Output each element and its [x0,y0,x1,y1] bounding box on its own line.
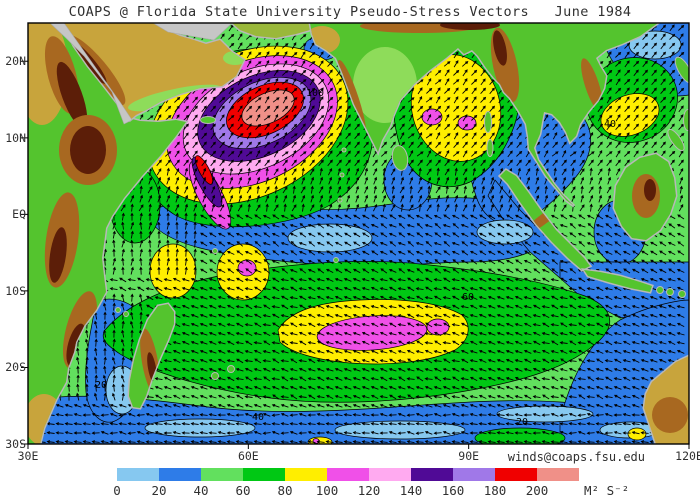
chart-title: COAPS @ Florida State University Pseudo-… [68,4,632,20]
plot-border [27,22,690,445]
contour-value-label: 20 [516,417,528,428]
equatorial-lightblue-west [287,223,373,253]
seychelles [212,248,218,254]
colorbar-segment [285,468,327,481]
contour-value-label: 40 [252,412,264,423]
sri-lanka [391,145,409,171]
ethiopian-highlands-core [70,126,106,174]
lon-tick-label: 60E [237,449,259,463]
colorbar-tick-label: 0 [113,483,121,498]
colorbar-tick-label: 200 [525,483,549,498]
contour-value-label: 20 [95,380,107,391]
colorbar-segment [453,468,495,481]
south-green-patch [474,427,566,444]
colorbar-tick-label: 160 [441,483,465,498]
contour-value-label: 60 [462,292,474,303]
colorbar-segment [495,468,537,481]
sumbawa-island [678,290,686,298]
maldives-1 [339,172,345,178]
colorbar-tick-label: 40 [193,483,209,498]
contour-value-label: 40 [604,119,616,130]
colorbar-segment [369,468,411,481]
java [580,268,654,294]
yellow-spot-se [627,427,647,441]
southern-lightblue-1 [144,418,256,438]
colorbar-tick-label: 140 [399,483,423,498]
lat-tick-label: 20N [5,54,26,69]
nicobar-islands [486,139,494,157]
lat-tick-label: 10S [5,283,26,298]
colorbar-tick-label: 180 [483,483,507,498]
southern-lightblue-2 [334,420,466,440]
lombok-island [666,288,674,296]
borneo-highlands-dark [644,179,656,201]
map-frame [21,22,690,449]
philippines-fragment [683,109,689,131]
burma-range-dark [493,30,507,66]
borneo-topography [632,174,660,218]
comoros-2 [123,311,129,317]
colorbar-segment [411,468,453,481]
laccadives [341,147,347,153]
palawan [667,128,685,152]
reunion [211,372,219,380]
colorbar-segment [159,468,201,481]
maldives-2 [337,197,343,203]
mauritius [227,365,235,373]
himalaya-dark [440,23,500,30]
colorbar-tick-label: 120 [357,483,381,498]
red-sea-mask [49,23,133,125]
axis-ticks [21,60,690,449]
credit-email: winds@coaps.fsu.edu [507,450,645,464]
comoros-1 [115,307,121,313]
southern-lightblue-3 [496,405,594,423]
lon-tick-label: 30E [17,449,39,463]
lon-tick-label: 120E [675,449,700,463]
colorbar-segment [327,468,369,481]
persian-gulf-mask [152,23,233,41]
andaman-islands [484,111,492,133]
rift-highlands-core [49,227,67,283]
bali-island [656,286,664,294]
chagos [333,257,339,263]
colorbar-tick-label: 100 [315,483,339,498]
colorbar-tick-label: 60 [235,483,251,498]
lat-tick-label: 20S [5,360,26,375]
colorbar-tick-label: 80 [277,483,293,498]
equatorial-lightblue-east [476,219,534,245]
annamite-range [581,58,603,112]
colorbar-segment [117,468,159,481]
himalaya-brown [360,23,480,33]
lon-tick-label: 90E [458,449,480,463]
australia-interior [652,397,688,433]
lat-tick-label: 30S [5,437,26,451]
colorbar-units: M² S⁻² [584,483,630,498]
contour-value-label: 100 [306,88,324,99]
colorbar-segment [201,468,243,481]
socotra [200,116,216,124]
colorbar [117,468,579,481]
redsea-hills-dark [56,61,88,129]
colorbar-tick-label: 20 [151,483,167,498]
colorbar-segment [243,468,285,481]
lat-tick-label: 10N [5,130,26,145]
colorbar-segment [537,468,579,481]
contour-label-layer: 20 40 20 60 100 40 [95,88,616,428]
lat-tick-label: EQ [12,207,26,222]
